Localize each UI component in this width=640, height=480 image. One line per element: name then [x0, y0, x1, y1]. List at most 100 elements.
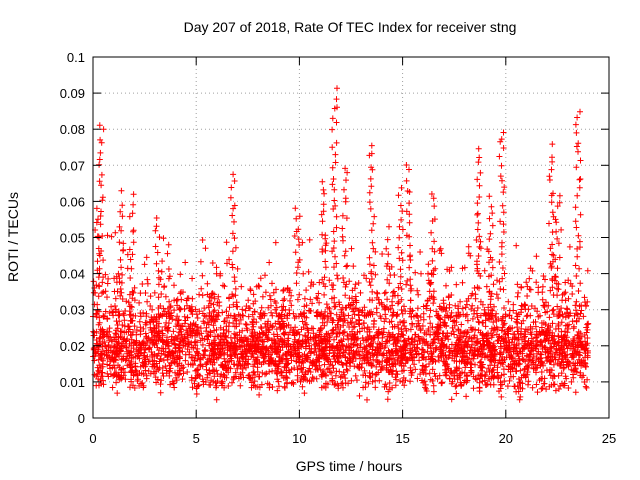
data-point — [96, 250, 103, 257]
data-point — [417, 249, 424, 255]
data-point — [114, 390, 121, 397]
data-point — [407, 252, 414, 259]
data-point — [182, 357, 189, 364]
data-point — [167, 304, 173, 311]
data-point — [229, 230, 236, 237]
data-point — [370, 220, 377, 227]
data-point — [114, 288, 121, 295]
data-point — [268, 337, 275, 344]
data-point — [342, 292, 349, 299]
data-point — [549, 154, 555, 161]
data-point — [119, 213, 126, 220]
data-point — [414, 287, 421, 294]
data-point — [523, 363, 530, 370]
data-point — [342, 283, 349, 290]
data-point — [457, 298, 464, 305]
data-point — [222, 333, 229, 340]
data-point — [171, 384, 178, 391]
data-point — [288, 292, 295, 299]
data-point — [574, 114, 581, 121]
data-point — [204, 291, 211, 298]
data-point — [468, 327, 475, 333]
data-point — [164, 250, 171, 257]
data-point — [517, 348, 524, 355]
data-point — [131, 385, 138, 391]
data-point — [486, 316, 493, 323]
data-point — [511, 383, 518, 390]
data-point — [475, 318, 482, 325]
data-point — [496, 278, 503, 285]
data-point — [430, 288, 437, 295]
data-point — [239, 327, 246, 334]
data-point — [331, 238, 338, 245]
data-point — [296, 359, 303, 366]
data-point — [528, 303, 535, 309]
data-point — [513, 368, 520, 375]
data-point — [323, 372, 329, 379]
data-point — [355, 280, 362, 286]
data-point — [476, 233, 483, 240]
data-point — [196, 308, 203, 315]
data-point — [240, 351, 247, 358]
data-point — [159, 258, 166, 265]
data-point — [585, 320, 591, 327]
data-point — [213, 396, 220, 403]
data-point — [112, 350, 119, 357]
data-point — [280, 287, 287, 294]
data-point — [239, 354, 246, 361]
data-point — [100, 126, 107, 133]
data-point — [232, 244, 239, 251]
data-point — [224, 365, 230, 372]
data-point — [262, 320, 269, 327]
data-point — [111, 275, 118, 282]
data-point — [524, 283, 531, 290]
x-tick-label: 5 — [193, 431, 200, 446]
data-point — [288, 380, 295, 387]
data-point — [154, 249, 161, 256]
data-point — [431, 296, 438, 303]
data-point — [308, 348, 314, 355]
data-point — [224, 260, 230, 267]
data-point — [554, 340, 561, 347]
data-point — [485, 354, 492, 361]
data-point — [467, 364, 474, 371]
data-point — [228, 184, 235, 191]
data-point — [432, 373, 439, 380]
data-point — [290, 349, 297, 356]
data-point — [498, 251, 505, 258]
data-point — [231, 330, 238, 337]
data-point — [98, 327, 105, 334]
data-point — [331, 303, 338, 310]
data-point — [363, 275, 370, 282]
data-point — [534, 337, 541, 344]
data-point — [516, 311, 522, 318]
data-point — [236, 320, 243, 327]
data-point — [234, 332, 241, 339]
data-point — [359, 325, 366, 332]
data-point — [431, 248, 438, 255]
data-point — [136, 299, 143, 306]
data-point — [99, 197, 106, 204]
data-point — [542, 349, 549, 356]
data-point — [369, 370, 376, 377]
data-point — [363, 312, 370, 319]
data-point — [157, 389, 164, 396]
data-point — [358, 364, 365, 371]
data-point — [215, 333, 222, 340]
data-point — [419, 377, 425, 384]
data-point — [469, 315, 476, 322]
data-point — [451, 317, 458, 324]
data-point — [421, 378, 428, 385]
data-point — [417, 326, 424, 332]
data-point — [423, 305, 430, 312]
data-point — [137, 313, 144, 320]
data-point — [144, 280, 151, 287]
data-point — [128, 369, 135, 376]
data-point — [444, 312, 451, 319]
data-point — [283, 351, 290, 358]
data-point — [525, 381, 531, 388]
data-point — [292, 205, 299, 212]
data-point — [555, 240, 562, 247]
data-point — [306, 236, 313, 243]
data-point — [170, 328, 177, 335]
